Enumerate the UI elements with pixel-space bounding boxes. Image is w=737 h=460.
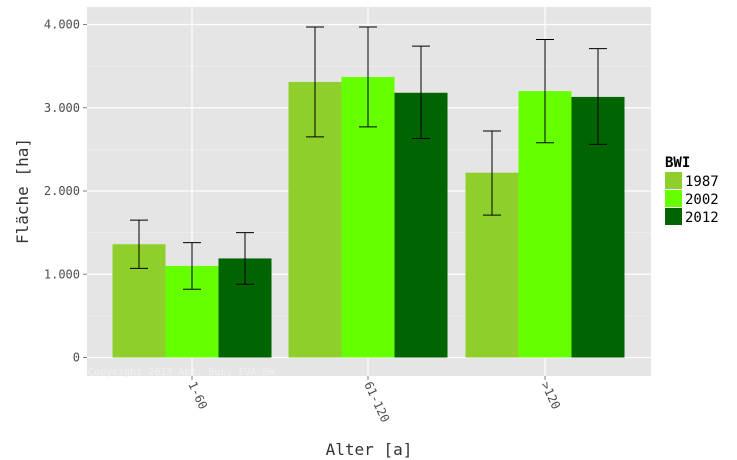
legend-title: BWI [665, 155, 690, 171]
x-axis-ticks: 1-60 61-120 >120 [185, 376, 563, 425]
error-bar-2012->120 [589, 48, 607, 145]
y-tick-label: 4.000 [44, 18, 80, 32]
error-bar-2002-1-60 [183, 242, 201, 290]
legend-swatch-2012 [665, 208, 682, 225]
legend-swatch-2002 [665, 190, 682, 207]
error-bar-1987->120 [483, 130, 501, 216]
x-tick-label: 1-60 [185, 379, 210, 411]
error-bar-2002->120 [536, 38, 554, 144]
x-tick-label: 61-120 [361, 379, 392, 424]
y-axis-title: Fläche [ha] [13, 138, 32, 244]
legend-label-2002: 2002 [685, 192, 719, 208]
bars [112, 76, 625, 358]
error-bar-2012-61-120 [412, 45, 430, 140]
copyright-annotation: Copyright 2013 Abt. BuL, FVA BW [88, 367, 276, 378]
legend: BWI 1987 2002 2012 [665, 155, 719, 226]
error-bars [130, 26, 607, 290]
y-axis-ticks: 0 1.000 2.000 3.000 4.000 [44, 18, 87, 365]
x-tick-label: >120 [538, 379, 563, 411]
y-tick-label: 2.000 [44, 184, 80, 198]
legend-label-2012: 2012 [685, 210, 719, 226]
y-tick-label: 0 [73, 351, 80, 365]
legend-swatch-1987 [665, 172, 682, 189]
error-bar-1987-61-120 [306, 26, 324, 138]
x-axis-title: Alter [a] [326, 440, 413, 459]
error-bar-2012-1-60 [236, 232, 254, 285]
y-tick-label: 3.000 [44, 101, 80, 115]
y-tick-label: 1.000 [44, 267, 80, 281]
error-bar-1987-1-60 [130, 219, 148, 269]
legend-label-1987: 1987 [685, 174, 719, 190]
error-bar-2002-61-120 [359, 26, 377, 128]
